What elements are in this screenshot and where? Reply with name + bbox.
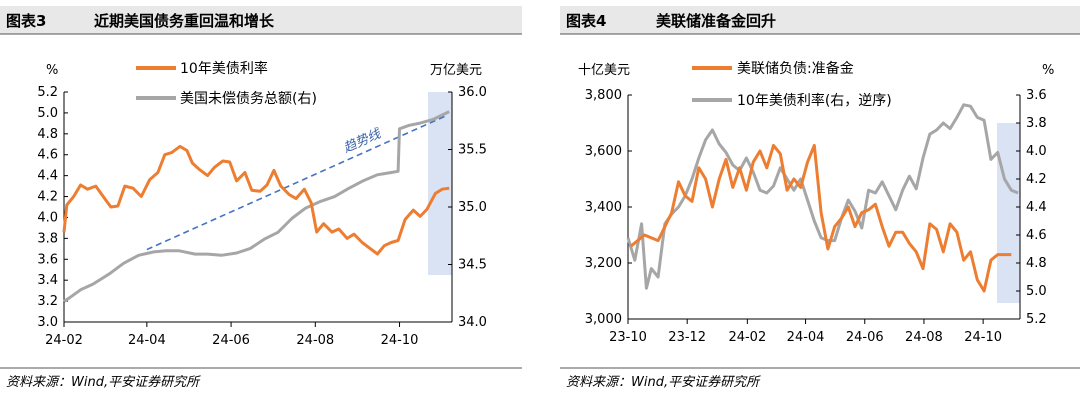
left-unit: 十亿美元	[578, 63, 630, 78]
right-y-axis: 34.0 34.5 35.0 35.5 36.0	[448, 85, 487, 330]
title-bar	[560, 6, 1080, 34]
left-y-tick-label: 3,800	[585, 88, 622, 103]
highlight-band	[997, 123, 1020, 303]
right-y-tick-label: 35.5	[458, 143, 487, 158]
legend-label-rate: 10年美债利率	[180, 60, 268, 77]
right-y-tick-label: 5.2	[1026, 312, 1047, 327]
figure-label: 图表4	[566, 12, 606, 30]
source-note: 资料来源：Wind,平安证券研究所	[6, 374, 201, 390]
legend: 10年美债利率 美国未偿债务总额(右)	[136, 60, 317, 107]
x-tick-label: 24-06	[212, 333, 250, 348]
figure-label: 图表3	[6, 12, 46, 30]
right-y-tick-label: 4.2	[1026, 172, 1047, 187]
source-note: 资料来源：Wind,平安证券研究所	[566, 374, 761, 390]
left-unit: %	[46, 63, 58, 78]
right-y-tick-label: 4.0	[1026, 144, 1047, 159]
right-y-tick-label: 3.6	[1026, 88, 1047, 103]
right-unit: 万亿美元	[430, 63, 482, 78]
right-y-axis: 3.6 3.8 4.0 4.2 4.4 4.6 4.8 5.0 5.2	[1016, 88, 1047, 327]
left-y-tick-label: 4.8	[37, 127, 58, 142]
left-y-tick-label: 3,000	[585, 312, 622, 327]
left-y-tick-label: 5.2	[37, 85, 58, 100]
left-y-tick-label: 5.0	[37, 106, 58, 121]
left-y-tick-label: 3.8	[37, 231, 58, 246]
x-tick-label: 24-04	[787, 330, 825, 345]
series-line-reserves	[629, 143, 1012, 293]
left-y-tick-label: 3,200	[585, 256, 622, 271]
right-y-tick-label: 3.8	[1026, 116, 1047, 131]
x-tick-label: 23-10	[609, 330, 647, 345]
legend-label-reserves: 美联储负债:准备金	[737, 60, 854, 77]
chart-panel-debt: 图表3 近期美国债务重回温和增长 % 万亿美元 10年美债利率 美国未偿债务总额…	[0, 6, 522, 390]
left-y-axis: 3.0 3.2 3.4 3.6 3.8 4.0 4.2 4.4 4.6 4.8 5.0 5.2	[37, 85, 68, 330]
legend: 美联储负债:准备金 10年美债利率(右，逆序)	[692, 60, 892, 109]
left-y-tick-label: 3,600	[585, 144, 622, 159]
series-line-debt	[63, 110, 450, 303]
x-tick-label: 24-10	[381, 333, 419, 348]
right-y-tick-label: 36.0	[458, 85, 487, 100]
chart-panel-reserves: 图表4 美联储准备金回升 十亿美元 % 美联储负债:准备金 10年美债利率(右，…	[560, 6, 1080, 390]
left-y-tick-label: 3.0	[37, 315, 58, 330]
right-y-tick-label: 5.0	[1026, 284, 1047, 299]
left-y-tick-label: 4.4	[37, 169, 58, 184]
title-bar	[0, 6, 522, 34]
x-tick-label: 24-10	[964, 330, 1002, 345]
x-tick-label: 23-12	[668, 330, 706, 345]
left-y-tick-label: 4.2	[37, 190, 58, 205]
x-axis: 23-10 23-12 24-02 24-04 24-06 24-08 24-10	[609, 319, 1002, 345]
trend-line	[146, 114, 449, 251]
right-y-tick-label: 4.4	[1026, 200, 1047, 215]
right-unit: %	[1042, 63, 1054, 78]
left-y-tick-label: 3.6	[37, 252, 58, 267]
chart-title: 近期美国债务重回温和增长	[94, 12, 275, 30]
right-y-tick-label: 35.0	[458, 200, 487, 215]
x-tick-label: 24-02	[45, 333, 83, 348]
left-y-tick-label: 3.2	[37, 294, 58, 309]
x-tick-label: 24-02	[728, 330, 766, 345]
series-line-rate	[62, 144, 450, 256]
x-tick-label: 24-08	[296, 333, 334, 348]
x-tick-label: 24-08	[905, 330, 943, 345]
left-y-tick-label: 3.4	[37, 273, 58, 288]
series-line-rate	[626, 103, 1019, 290]
right-y-tick-label: 4.6	[1026, 228, 1047, 243]
x-axis: 24-02 24-04 24-06 24-08 24-10	[45, 322, 418, 348]
right-y-tick-label: 34.5	[458, 258, 487, 273]
legend-label-debt: 美国未偿债务总额(右)	[180, 91, 317, 107]
right-y-tick-label: 4.8	[1026, 256, 1047, 271]
chart-title: 美联储准备金回升	[656, 12, 776, 30]
legend-label-rate: 10年美债利率(右，逆序)	[737, 92, 892, 109]
left-y-tick-label: 4.0	[37, 210, 58, 225]
left-y-tick-label: 4.6	[37, 148, 58, 163]
x-tick-label: 24-04	[128, 333, 166, 348]
left-y-tick-label: 3,400	[585, 200, 622, 215]
right-y-tick-label: 34.0	[458, 315, 487, 330]
left-y-axis: 3,000 3,200 3,400 3,600 3,800	[585, 88, 632, 327]
x-tick-label: 24-06	[846, 330, 884, 345]
trend-line-label: 趋势线	[341, 126, 384, 156]
